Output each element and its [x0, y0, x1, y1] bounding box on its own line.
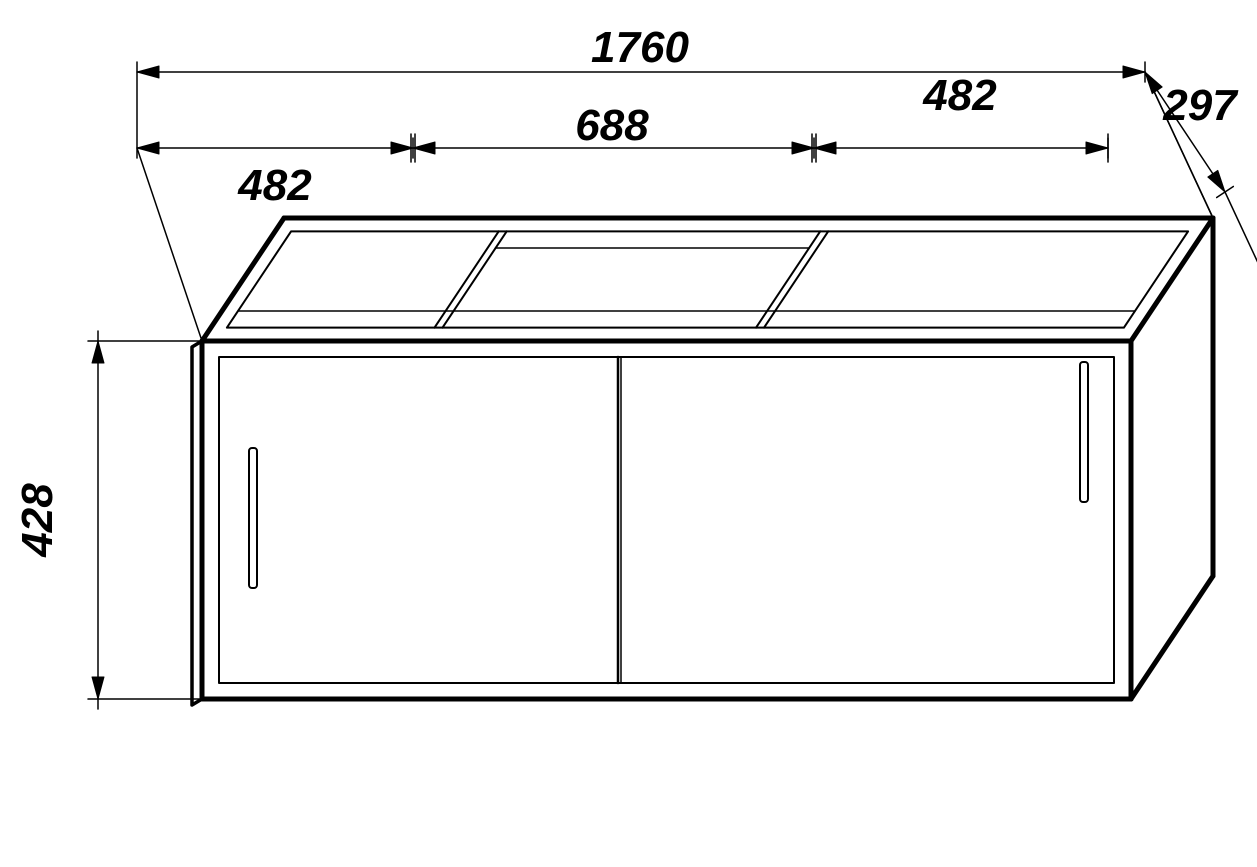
- dim-seg-right: 482: [922, 71, 997, 120]
- dim-seg-mid: 688: [575, 101, 649, 150]
- cabinet-drawing: [192, 218, 1213, 705]
- dim-width-total: 1760: [591, 23, 689, 72]
- handle-left: [249, 448, 257, 588]
- dim-height: 428: [13, 483, 62, 558]
- dim-depth: 297: [1162, 81, 1239, 130]
- handle-right: [1080, 362, 1088, 502]
- dim-seg-left: 482: [237, 161, 312, 210]
